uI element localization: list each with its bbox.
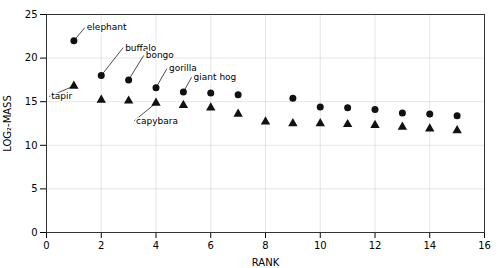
svg-text:RANK: RANK [252,257,280,268]
svg-text:12: 12 [369,240,382,251]
svg-text:0: 0 [31,227,37,238]
svg-text:gorilla: gorilla [168,63,197,74]
svg-text:buffalo: buffalo [125,42,157,53]
svg-text:bongo: bongo [146,50,175,60]
svg-text:4: 4 [153,240,159,251]
svg-text:15: 15 [25,96,38,107]
svg-text:10: 10 [25,140,38,151]
svg-text:10: 10 [314,240,327,251]
svg-text:giant hog: giant hog [194,72,237,82]
svg-text:20: 20 [25,52,38,63]
svg-text:capybara: capybara [136,116,178,126]
svg-text:elephant: elephant [87,22,127,32]
svg-text:8: 8 [262,240,268,251]
svg-text:0: 0 [43,240,49,251]
svg-text:tapir: tapir [51,91,72,101]
svg-text:16: 16 [478,240,491,251]
svg-text:LOG₂-MASS: LOG₂-MASS [2,95,13,152]
svg-text:6: 6 [208,240,214,251]
svg-text:25: 25 [25,9,38,20]
svg-text:5: 5 [31,183,37,194]
svg-text:2: 2 [98,240,104,251]
svg-text:14: 14 [423,240,436,251]
